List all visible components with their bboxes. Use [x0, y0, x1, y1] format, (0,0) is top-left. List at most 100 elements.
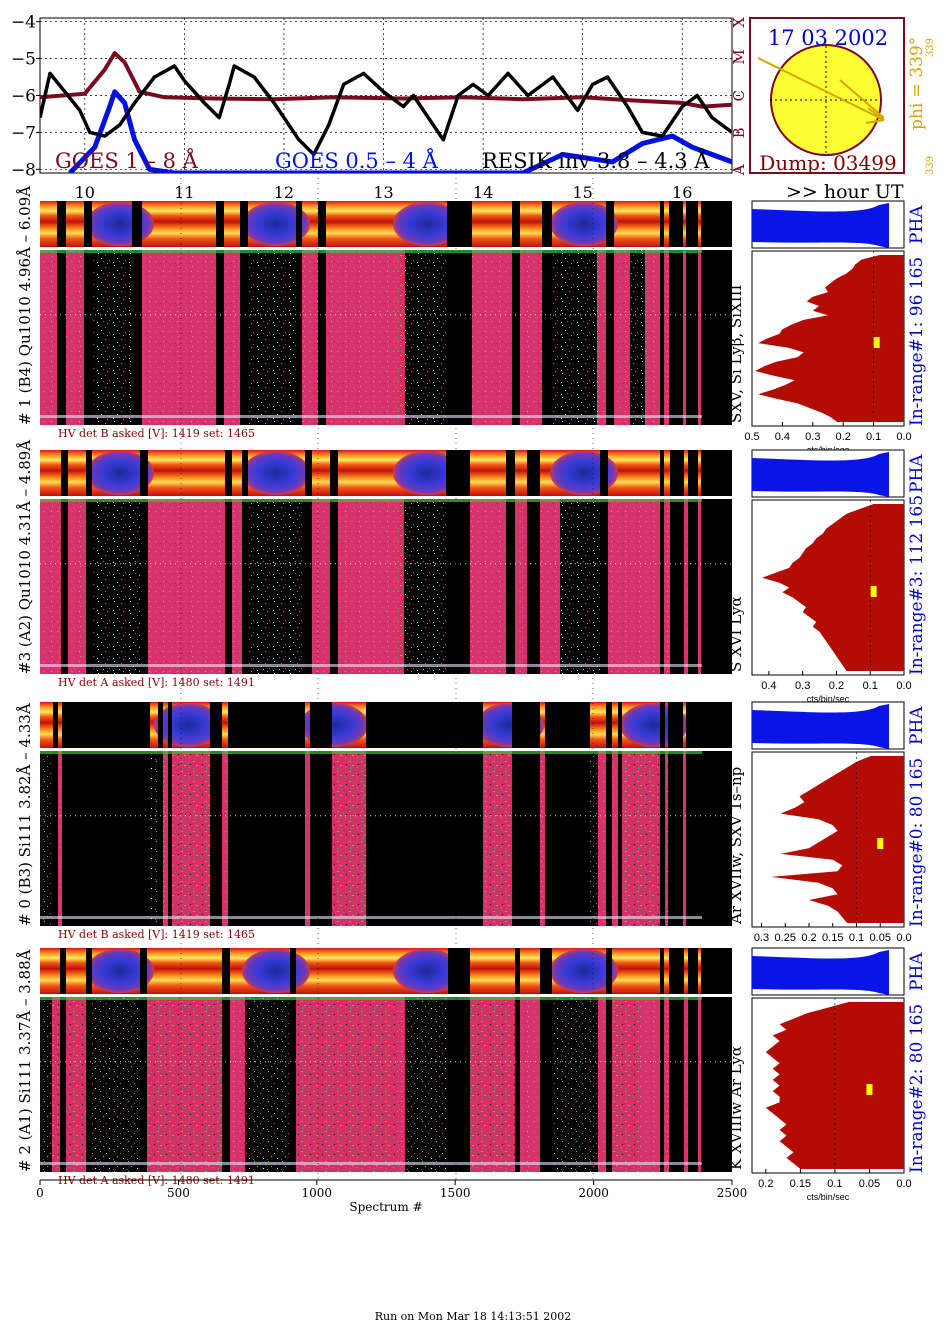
- spectrum-column: [92, 997, 140, 1172]
- stripe-gap: [701, 450, 732, 496]
- hour-tick-label: 15: [572, 183, 592, 202]
- spectrum-column: [669, 997, 684, 1172]
- spectrum-column: [68, 499, 86, 674]
- spectrum-column: [446, 499, 470, 674]
- y-tick-label: −6: [11, 87, 36, 107]
- spectrum-column: [140, 997, 147, 1172]
- stripe-gap: [670, 450, 684, 496]
- stripe-gap: [290, 948, 296, 994]
- stripe-gap: [70, 702, 150, 748]
- spectrum-column: [62, 751, 70, 926]
- pha-histogram-3: PHA 0.2 0.15 0.1 0.05 0.0 cts/bin/sec In-range#…: [751, 947, 927, 1202]
- spectrum-column: [305, 499, 312, 674]
- stripe-gap: [240, 702, 305, 748]
- spectrum-column: [150, 751, 158, 926]
- spectrum-column: [698, 499, 701, 674]
- hist-tick-label: 0.5: [744, 431, 759, 443]
- hist-tick-label: 0.05: [870, 932, 891, 944]
- spectrum-column: [147, 997, 222, 1172]
- spectrum-column: [612, 997, 640, 1172]
- spectrum-column: [70, 751, 150, 926]
- stripe-gap: [228, 702, 240, 748]
- spectrum-column: [635, 499, 660, 674]
- spectrum-column: [660, 250, 664, 425]
- hist-tick-label: 0.0: [896, 431, 911, 443]
- hist-tick-label: 0.3: [795, 680, 810, 692]
- hv-readout: HV det B asked [V]: 1419 set: 1465: [58, 928, 255, 941]
- spectrum-column: [168, 751, 172, 926]
- spectrum-column: [398, 250, 405, 425]
- spectrum-column: [684, 997, 688, 1172]
- y-tick-label: −5: [11, 50, 36, 70]
- stripe-gap: [701, 201, 732, 247]
- spectrum-column: [660, 499, 664, 674]
- edge-line-bottom: [40, 664, 702, 667]
- hour-ut-label: >> hour UT: [786, 181, 904, 203]
- hv-readout: HV det A asked [V]: 1480 set: 1491: [58, 676, 255, 689]
- spectrum-column: [472, 250, 512, 425]
- phi-label: phi = 339°: [907, 37, 927, 130]
- spectrum-column: [58, 751, 62, 926]
- hist-tick-label: 0.15: [822, 932, 843, 944]
- spectrum-column: [61, 499, 68, 674]
- spectrum-column: [606, 997, 612, 1172]
- spectrum-column: [60, 997, 66, 1172]
- spectrum-column: [398, 997, 405, 1172]
- spectrum-column: [660, 997, 664, 1172]
- goes-long-label: GOES 1 – 8 Å: [55, 148, 199, 173]
- stripe-gap: [318, 201, 326, 247]
- edge-line-top: [40, 751, 702, 754]
- in-range-marker: [877, 838, 884, 849]
- goes-long-series: [40, 51, 732, 109]
- spectrum-column: [222, 751, 228, 926]
- stripe-gap: [618, 702, 622, 748]
- stripe-blob: [393, 202, 461, 246]
- top-x-axis: 10 11 12 13 14 15 16: [75, 183, 693, 202]
- spectrum-axis: 0 500 1000 1500 2000 2500: [36, 173, 747, 1200]
- spectrum-block: [40, 751, 732, 926]
- spectrum-column: [597, 250, 606, 425]
- stripe-blob: [393, 451, 461, 495]
- hist-tick-label: 0.3: [805, 431, 820, 443]
- spectrum-column: [163, 751, 168, 926]
- hist-tick-label: 0.1: [866, 431, 881, 443]
- spectral-lines-label: K XVIIIw Ar Lyα: [727, 1046, 745, 1170]
- spectrum-column: [132, 250, 142, 425]
- hist-tick-label: 0.2: [836, 431, 851, 443]
- spectrum-column: [684, 499, 688, 674]
- stripe-gap: [132, 201, 142, 247]
- in-range-marker: [870, 586, 877, 597]
- stripe-gap: [660, 702, 665, 748]
- spectrum-column: [172, 751, 210, 926]
- spectrum-column: [630, 250, 645, 425]
- spectrum-column: [606, 751, 612, 926]
- stripe-gap: [168, 702, 172, 748]
- spectrum-column: [683, 751, 686, 926]
- stripe-gap: [527, 450, 540, 496]
- spectrum-column: [670, 499, 684, 674]
- spectrum-column: [552, 997, 598, 1172]
- hour-tick-label: 14: [473, 183, 493, 202]
- spectrum-column: [515, 997, 520, 1172]
- spectrum-axis-label: Spectrum #: [349, 1200, 422, 1214]
- stripe-blob: [242, 949, 310, 993]
- spectrum-column: [701, 250, 732, 425]
- stripe-gap: [446, 450, 470, 496]
- spectrum-column: [540, 751, 545, 926]
- hour-tick-label: 13: [373, 183, 393, 202]
- spectrum-column: [668, 751, 683, 926]
- stripe-gap: [222, 948, 230, 994]
- spectrum-column: [86, 499, 92, 674]
- spectrum-column: [660, 751, 665, 926]
- stripe-gap: [225, 450, 232, 496]
- spectrum-column: [40, 499, 61, 674]
- pha-distribution: [752, 203, 889, 248]
- stripe-gap: [216, 201, 224, 247]
- spectrum-column: [52, 997, 60, 1172]
- stripe-gap: [506, 450, 515, 496]
- spectrum-column: [606, 250, 614, 425]
- spectrum-column: [398, 499, 404, 674]
- in-range-label: In-range#3: 112 165: [907, 495, 927, 675]
- spectrum-column: [598, 997, 606, 1172]
- resik-label: RESIK inv 3.8 – 4.3 Å: [482, 148, 710, 173]
